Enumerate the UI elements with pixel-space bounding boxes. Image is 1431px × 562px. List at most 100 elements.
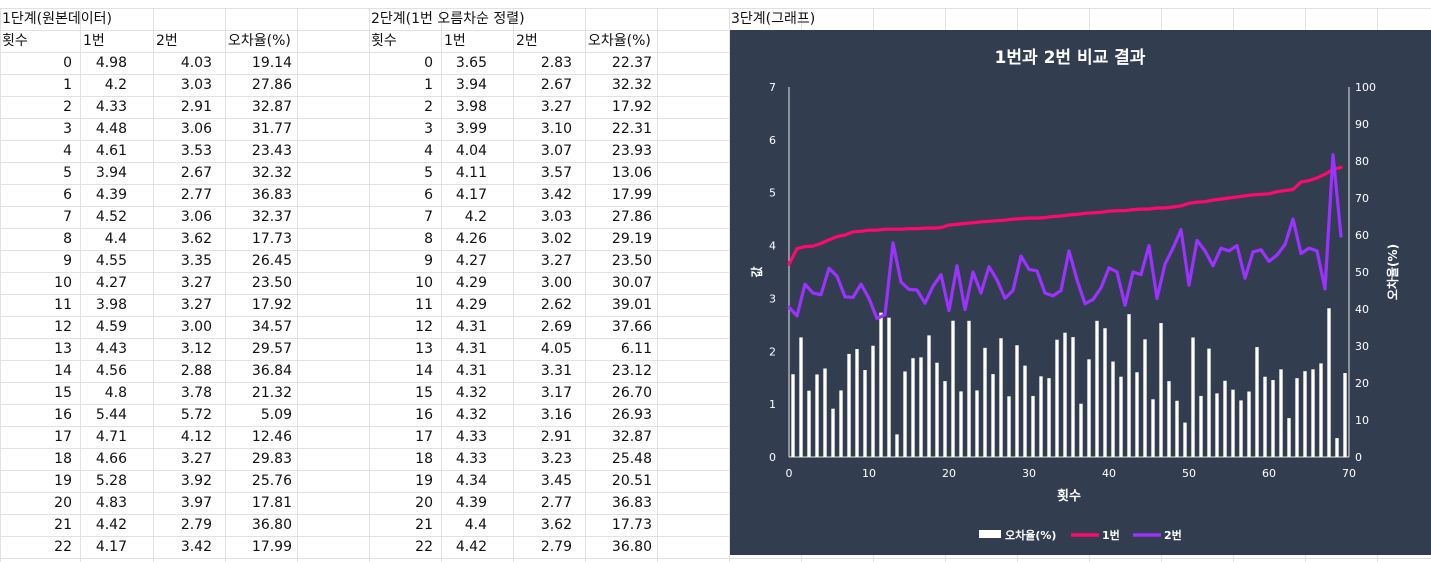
stage1-data-cell[interactable]: 3.94	[95, 165, 127, 181]
stage2-data-cell[interactable]: 4.26	[455, 231, 487, 247]
stage1-data-cell[interactable]: 3.92	[180, 473, 212, 489]
stage1-data-cell[interactable]: 1	[63, 77, 72, 93]
stage1-data-cell[interactable]: 3.27	[180, 297, 212, 313]
stage2-header-cell[interactable]: 오차율(%)	[588, 33, 651, 49]
stage2-data-cell[interactable]: 4.27	[455, 253, 487, 269]
stage1-data-cell[interactable]: 4.59	[95, 319, 127, 335]
stage1-data-cell[interactable]: 4.61	[95, 143, 127, 159]
stage1-data-cell[interactable]: 17.73	[251, 231, 292, 247]
stage2-data-cell[interactable]: 29.19	[611, 231, 652, 247]
stage2-data-cell[interactable]: 30.07	[611, 275, 652, 291]
stage1-data-cell[interactable]: 4.42	[95, 517, 127, 533]
stage2-data-cell[interactable]: 3.45	[540, 473, 572, 489]
stage1-data-cell[interactable]: 19.14	[251, 55, 292, 71]
stage2-data-cell[interactable]: 37.66	[611, 319, 652, 335]
stage2-data-cell[interactable]: 26.93	[611, 407, 652, 423]
stage2-data-cell[interactable]: 4.33	[455, 429, 487, 445]
stage2-data-cell[interactable]: 4	[424, 143, 433, 159]
stage1-data-cell[interactable]: 12.46	[251, 429, 292, 445]
stage2-data-cell[interactable]: 2.83	[540, 55, 572, 71]
stage2-data-cell[interactable]: 4.32	[455, 407, 487, 423]
stage2-data-cell[interactable]: 9	[424, 253, 433, 269]
stage1-data-cell[interactable]: 3.06	[180, 209, 212, 225]
stage2-data-cell[interactable]: 1	[424, 77, 433, 93]
stage1-title[interactable]: 1단계(원본데이터)	[2, 11, 112, 27]
stage2-data-cell[interactable]: 4.33	[455, 451, 487, 467]
stage2-data-cell[interactable]: 4.2	[464, 209, 487, 225]
stage1-data-cell[interactable]: 2.91	[180, 99, 212, 115]
stage1-data-cell[interactable]: 8	[63, 231, 72, 247]
stage2-data-cell[interactable]: 26.70	[611, 385, 652, 401]
stage1-data-cell[interactable]: 3.78	[180, 385, 212, 401]
stage2-header-cell[interactable]: 횟수	[371, 33, 397, 49]
stage2-data-cell[interactable]: 27.86	[611, 209, 652, 225]
stage2-data-cell[interactable]: 4.31	[455, 363, 487, 379]
stage1-data-cell[interactable]: 10	[54, 275, 72, 291]
stage1-data-cell[interactable]: 4.66	[95, 451, 127, 467]
stage1-data-cell[interactable]: 27.86	[251, 77, 292, 93]
stage1-data-cell[interactable]: 17.92	[251, 297, 292, 313]
stage2-data-cell[interactable]: 3.99	[455, 121, 487, 137]
stage1-data-cell[interactable]: 4	[63, 143, 72, 159]
stage2-data-cell[interactable]: 22	[415, 539, 433, 555]
stage2-data-cell[interactable]: 3.27	[540, 253, 572, 269]
stage1-data-cell[interactable]: 3.27	[180, 451, 212, 467]
stage1-data-cell[interactable]: 5.44	[95, 407, 127, 423]
stage2-data-cell[interactable]: 3.57	[540, 165, 572, 181]
stage1-data-cell[interactable]: 3.06	[180, 121, 212, 137]
stage1-data-cell[interactable]: 23.43	[251, 143, 292, 159]
stage1-data-cell[interactable]: 5.72	[180, 407, 212, 423]
stage2-data-cell[interactable]: 23.12	[611, 363, 652, 379]
stage1-data-cell[interactable]: 2.67	[180, 165, 212, 181]
stage1-data-cell[interactable]: 9	[63, 253, 72, 269]
stage1-data-cell[interactable]: 4.83	[95, 495, 127, 511]
stage1-data-cell[interactable]: 31.77	[251, 121, 292, 137]
stage1-data-cell[interactable]: 4.27	[95, 275, 127, 291]
stage1-header-cell[interactable]: 횟수	[2, 33, 28, 49]
stage1-data-cell[interactable]: 15	[54, 385, 72, 401]
stage1-data-cell[interactable]: 17	[54, 429, 72, 445]
stage1-data-cell[interactable]: 22	[54, 539, 72, 555]
stage2-data-cell[interactable]: 4.32	[455, 385, 487, 401]
stage1-data-cell[interactable]: 29.57	[251, 341, 292, 357]
stage1-data-cell[interactable]: 4.4	[104, 231, 127, 247]
stage2-data-cell[interactable]: 2.91	[540, 429, 572, 445]
stage2-data-cell[interactable]: 7	[424, 209, 433, 225]
stage2-data-cell[interactable]: 3.16	[540, 407, 572, 423]
stage2-data-cell[interactable]: 3.65	[455, 55, 487, 71]
stage2-data-cell[interactable]: 18	[415, 451, 433, 467]
stage2-data-cell[interactable]: 4.39	[455, 495, 487, 511]
stage2-data-cell[interactable]: 12	[415, 319, 433, 335]
stage2-data-cell[interactable]: 4.29	[455, 297, 487, 313]
stage1-header-cell[interactable]: 2번	[156, 33, 178, 49]
stage1-data-cell[interactable]: 0	[63, 55, 72, 71]
stage2-data-cell[interactable]: 11	[415, 297, 433, 313]
stage2-data-cell[interactable]: 10	[415, 275, 433, 291]
stage1-data-cell[interactable]: 6	[63, 187, 72, 203]
stage1-data-cell[interactable]: 34.57	[251, 319, 292, 335]
stage2-data-cell[interactable]: 4.04	[455, 143, 487, 159]
stage2-data-cell[interactable]: 4.31	[455, 341, 487, 357]
stage2-data-cell[interactable]: 4.31	[455, 319, 487, 335]
stage2-data-cell[interactable]: 3.31	[540, 363, 572, 379]
stage2-data-cell[interactable]: 3.17	[540, 385, 572, 401]
stage2-data-cell[interactable]: 4.29	[455, 275, 487, 291]
stage2-data-cell[interactable]: 2	[424, 99, 433, 115]
stage2-data-cell[interactable]: 4.17	[455, 187, 487, 203]
stage1-data-cell[interactable]: 16	[54, 407, 72, 423]
stage1-data-cell[interactable]: 2	[63, 99, 72, 115]
stage1-data-cell[interactable]: 3.98	[95, 297, 127, 313]
stage2-data-cell[interactable]: 6.11	[620, 341, 652, 357]
stage2-data-cell[interactable]: 0	[424, 55, 433, 71]
stage1-data-cell[interactable]: 3.12	[180, 341, 212, 357]
stage1-data-cell[interactable]: 19	[54, 473, 72, 489]
stage1-data-cell[interactable]: 2.77	[180, 187, 212, 203]
stage2-data-cell[interactable]: 3	[424, 121, 433, 137]
stage1-header-cell[interactable]: 1번	[83, 33, 105, 49]
stage1-data-cell[interactable]: 3	[63, 121, 72, 137]
stage1-data-cell[interactable]: 12	[54, 319, 72, 335]
stage1-data-cell[interactable]: 36.80	[251, 517, 292, 533]
stage1-data-cell[interactable]: 3.27	[180, 275, 212, 291]
stage1-data-cell[interactable]: 11	[54, 297, 72, 313]
stage2-data-cell[interactable]: 3.00	[540, 275, 572, 291]
